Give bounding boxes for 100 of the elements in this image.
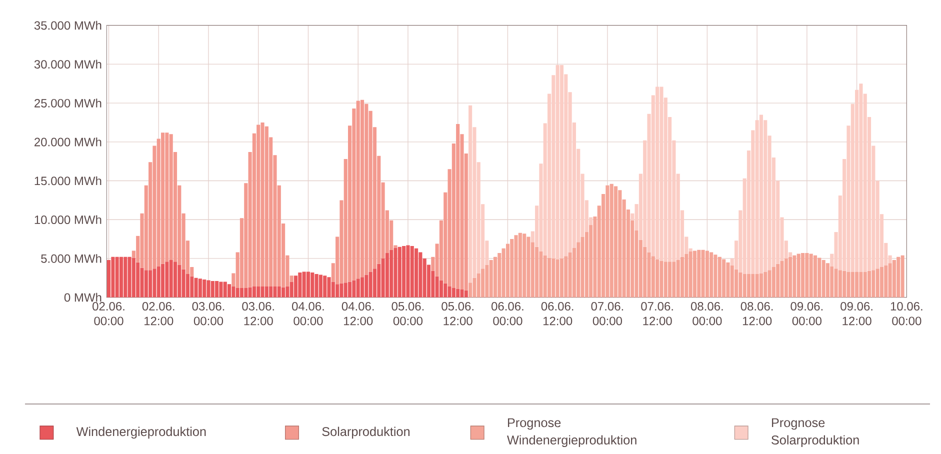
bar — [385, 253, 389, 298]
bar — [547, 258, 552, 298]
bar — [755, 274, 759, 298]
bar — [651, 256, 655, 298]
bar — [294, 276, 298, 298]
bar — [298, 272, 302, 298]
bar — [318, 274, 322, 298]
bar — [718, 256, 722, 298]
bar — [448, 286, 452, 298]
bar — [356, 278, 360, 298]
x-tick-label: 05.06. 12:00 — [442, 302, 474, 326]
bar — [606, 185, 610, 298]
x-tick-label: 07.06. 12:00 — [641, 302, 673, 326]
bar — [264, 286, 268, 298]
bar — [776, 264, 780, 298]
bar — [256, 286, 260, 298]
bar — [256, 124, 260, 286]
bar — [352, 280, 356, 298]
bar — [165, 262, 169, 298]
bar — [148, 270, 152, 298]
bar — [480, 268, 485, 298]
bar — [692, 250, 697, 298]
bar — [668, 262, 672, 298]
bar — [701, 250, 705, 298]
bar — [210, 281, 214, 298]
bar — [805, 253, 809, 298]
y-tick-label: 10.000 MWh — [34, 215, 102, 224]
x-tick-label: 05.06. 00:00 — [392, 302, 424, 326]
bar — [705, 250, 709, 298]
bar — [406, 245, 410, 298]
bar — [726, 262, 730, 298]
bar — [664, 262, 668, 298]
bar — [518, 232, 522, 298]
bar — [444, 283, 448, 298]
bar — [834, 268, 838, 298]
y-tick-label: 30.000 MWh — [34, 60, 102, 69]
bar — [198, 278, 202, 298]
bar — [493, 256, 498, 298]
bar — [813, 255, 818, 298]
bar — [156, 266, 160, 298]
bar — [390, 250, 394, 298]
bar — [456, 124, 460, 289]
bar — [364, 104, 368, 275]
bar — [768, 270, 772, 298]
bar — [568, 252, 572, 298]
x-tick-label: 10.06. 00:00 — [890, 302, 922, 326]
bar — [348, 282, 352, 298]
bar — [215, 281, 219, 298]
bar — [614, 186, 618, 298]
bar — [173, 262, 178, 298]
bar — [252, 286, 256, 298]
bar — [751, 274, 755, 298]
bar — [710, 252, 714, 298]
legend-label: Solarproduktion — [322, 426, 410, 439]
bar — [106, 260, 111, 298]
y-tick-label: 35.000 MWh — [34, 20, 102, 30]
bar — [560, 64, 564, 258]
bar — [248, 287, 252, 298]
bar — [260, 122, 264, 286]
bar — [872, 270, 876, 298]
bar — [240, 288, 244, 298]
bar — [850, 272, 854, 298]
bar — [236, 288, 240, 298]
bar — [360, 100, 364, 278]
bar — [660, 260, 664, 298]
bar — [764, 272, 768, 298]
bar — [489, 260, 493, 298]
bar — [323, 276, 327, 298]
bar — [360, 277, 364, 298]
bar — [656, 259, 660, 298]
bar — [124, 256, 128, 298]
bar — [202, 279, 206, 298]
bar — [722, 259, 726, 298]
bar — [282, 287, 286, 298]
legend-label: Prognose Solarproduktion — [772, 418, 859, 448]
bar — [539, 251, 543, 298]
legend-label: Prognose Windenergieproduktion — [507, 418, 636, 448]
bar — [464, 290, 468, 298]
bar — [394, 248, 398, 298]
bar — [759, 114, 764, 274]
bar — [364, 274, 368, 298]
bar — [842, 270, 846, 298]
x-tick-label: 07.06. 00:00 — [591, 302, 624, 326]
bar — [219, 282, 223, 298]
bar — [452, 288, 456, 298]
bar — [119, 256, 124, 298]
bar — [543, 255, 547, 298]
bar — [468, 105, 472, 283]
y-tick-label: 15.000 MWh — [34, 176, 102, 186]
bar — [306, 272, 310, 298]
bar — [784, 258, 788, 298]
bar — [144, 270, 148, 298]
bar — [759, 273, 764, 298]
bar — [402, 246, 406, 298]
bar — [522, 234, 526, 298]
bar — [552, 258, 556, 298]
x-tick-label: 04.06. 00:00 — [292, 302, 324, 326]
bar — [178, 264, 182, 298]
bar — [684, 254, 688, 298]
x-tick-label: 04.06. 12:00 — [342, 302, 374, 326]
